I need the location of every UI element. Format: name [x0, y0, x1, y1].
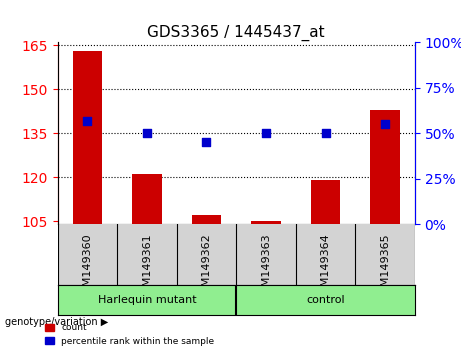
- Bar: [370, 110, 400, 224]
- Bar: [192, 215, 221, 224]
- Legend: count, percentile rank within the sample: count, percentile rank within the sample: [41, 320, 218, 349]
- Point: [143, 131, 151, 136]
- Text: GSM149364: GSM149364: [320, 233, 331, 301]
- Text: control: control: [306, 295, 345, 305]
- Point: [203, 139, 210, 145]
- Bar: [311, 180, 341, 224]
- Bar: [251, 221, 281, 224]
- Text: GSM149363: GSM149363: [261, 233, 271, 301]
- Point: [262, 131, 270, 136]
- Bar: [132, 175, 162, 224]
- Text: GSM149360: GSM149360: [83, 233, 92, 301]
- Point: [84, 118, 91, 124]
- Text: GSM149362: GSM149362: [201, 233, 212, 301]
- Title: GDS3365 / 1445437_at: GDS3365 / 1445437_at: [148, 25, 325, 41]
- Text: Harlequin mutant: Harlequin mutant: [98, 295, 196, 305]
- Bar: [72, 51, 102, 224]
- Text: genotype/variation ▶: genotype/variation ▶: [5, 317, 108, 327]
- Point: [322, 131, 329, 136]
- Text: GSM149365: GSM149365: [380, 233, 390, 301]
- Point: [381, 121, 389, 127]
- Text: GSM149361: GSM149361: [142, 233, 152, 301]
